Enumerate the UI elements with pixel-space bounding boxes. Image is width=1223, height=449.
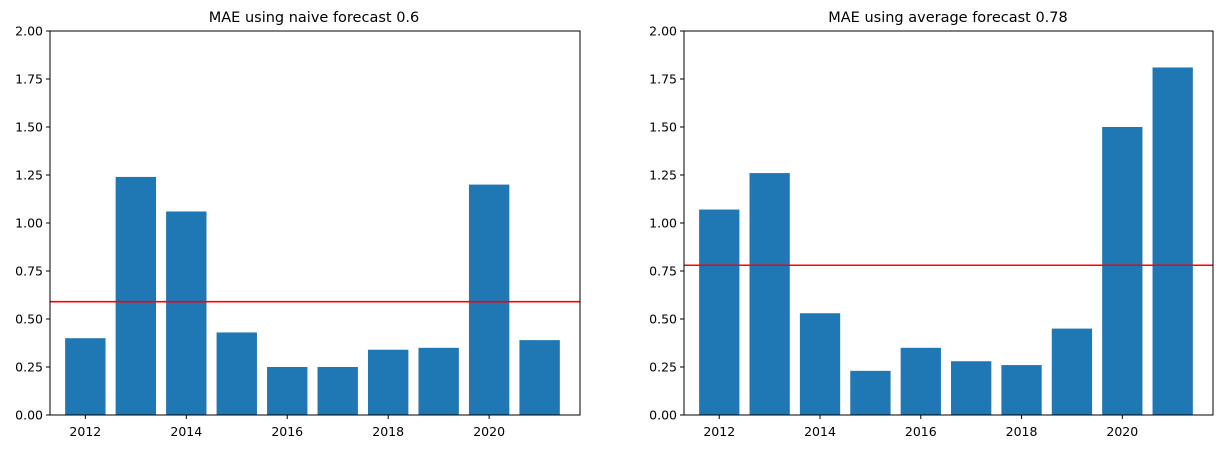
y-tick-label: 0.75 bbox=[649, 264, 677, 279]
bar-2017 bbox=[951, 361, 992, 415]
x-tick-label: 2018 bbox=[372, 424, 404, 439]
x-tick-label: 2020 bbox=[473, 424, 505, 439]
bar-2021 bbox=[1152, 67, 1193, 415]
y-tick-label: 1.25 bbox=[649, 168, 677, 183]
y-tick-label: 0.00 bbox=[649, 408, 677, 423]
y-tick-label: 0.25 bbox=[15, 360, 43, 375]
bar-2019 bbox=[418, 347, 459, 415]
y-tick-label: 1.25 bbox=[15, 168, 43, 183]
x-tick-label: 2016 bbox=[271, 424, 303, 439]
bar-2020 bbox=[1102, 127, 1143, 415]
y-tick-label: 1.00 bbox=[15, 216, 43, 231]
chart-panel-naive: MAE using naive forecast 0.6 0.00 0.25 0.5… bbox=[15, 10, 581, 439]
bar-2019 bbox=[1051, 328, 1093, 415]
y-tick-label: 0.75 bbox=[15, 264, 43, 279]
x-tick-label: 2012 bbox=[703, 424, 735, 439]
x-tick-label: 2016 bbox=[905, 424, 937, 439]
bar-2018 bbox=[1001, 365, 1042, 415]
chart-title: MAE using naive forecast 0.6 bbox=[209, 10, 420, 26]
chart-panel-average: MAE using average forecast 0.78 0.00 0.25… bbox=[649, 10, 1214, 439]
bar-2012 bbox=[65, 338, 106, 415]
bar-2016 bbox=[900, 347, 941, 415]
y-tick-label: 2.00 bbox=[649, 24, 677, 39]
bar-2014 bbox=[166, 211, 207, 415]
bar-2015 bbox=[850, 370, 891, 415]
bar-2013 bbox=[115, 176, 156, 415]
x-tick-label: 2020 bbox=[1106, 424, 1138, 439]
bar-2020 bbox=[468, 184, 510, 415]
bar-2017 bbox=[317, 367, 358, 415]
y-tick-label: 1.50 bbox=[649, 120, 677, 135]
y-tick-label: 0.00 bbox=[15, 408, 43, 423]
y-tick-label: 2.00 bbox=[15, 24, 43, 39]
y-tick-label: 0.25 bbox=[649, 360, 677, 375]
y-tick-label: 1.50 bbox=[15, 120, 43, 135]
x-tick-label: 2014 bbox=[804, 424, 836, 439]
y-tick-label: 0.50 bbox=[15, 312, 43, 327]
bar-2018 bbox=[368, 349, 409, 415]
bar-2021 bbox=[519, 340, 560, 415]
y-tick-label: 0.50 bbox=[649, 312, 677, 327]
bar-2016 bbox=[267, 367, 308, 415]
bar-2013 bbox=[749, 173, 790, 415]
x-tick-label: 2014 bbox=[170, 424, 202, 439]
y-tick-label: 1.75 bbox=[15, 72, 43, 87]
chart-title: MAE using average forecast 0.78 bbox=[828, 10, 1067, 26]
x-tick-label: 2012 bbox=[69, 424, 101, 439]
y-tick-label: 1.75 bbox=[649, 72, 677, 87]
y-tick-label: 1.00 bbox=[649, 216, 677, 231]
bar-2014 bbox=[799, 313, 841, 415]
bar-2012 bbox=[699, 209, 740, 415]
bar-2015 bbox=[216, 332, 257, 415]
x-tick-label: 2018 bbox=[1006, 424, 1038, 439]
